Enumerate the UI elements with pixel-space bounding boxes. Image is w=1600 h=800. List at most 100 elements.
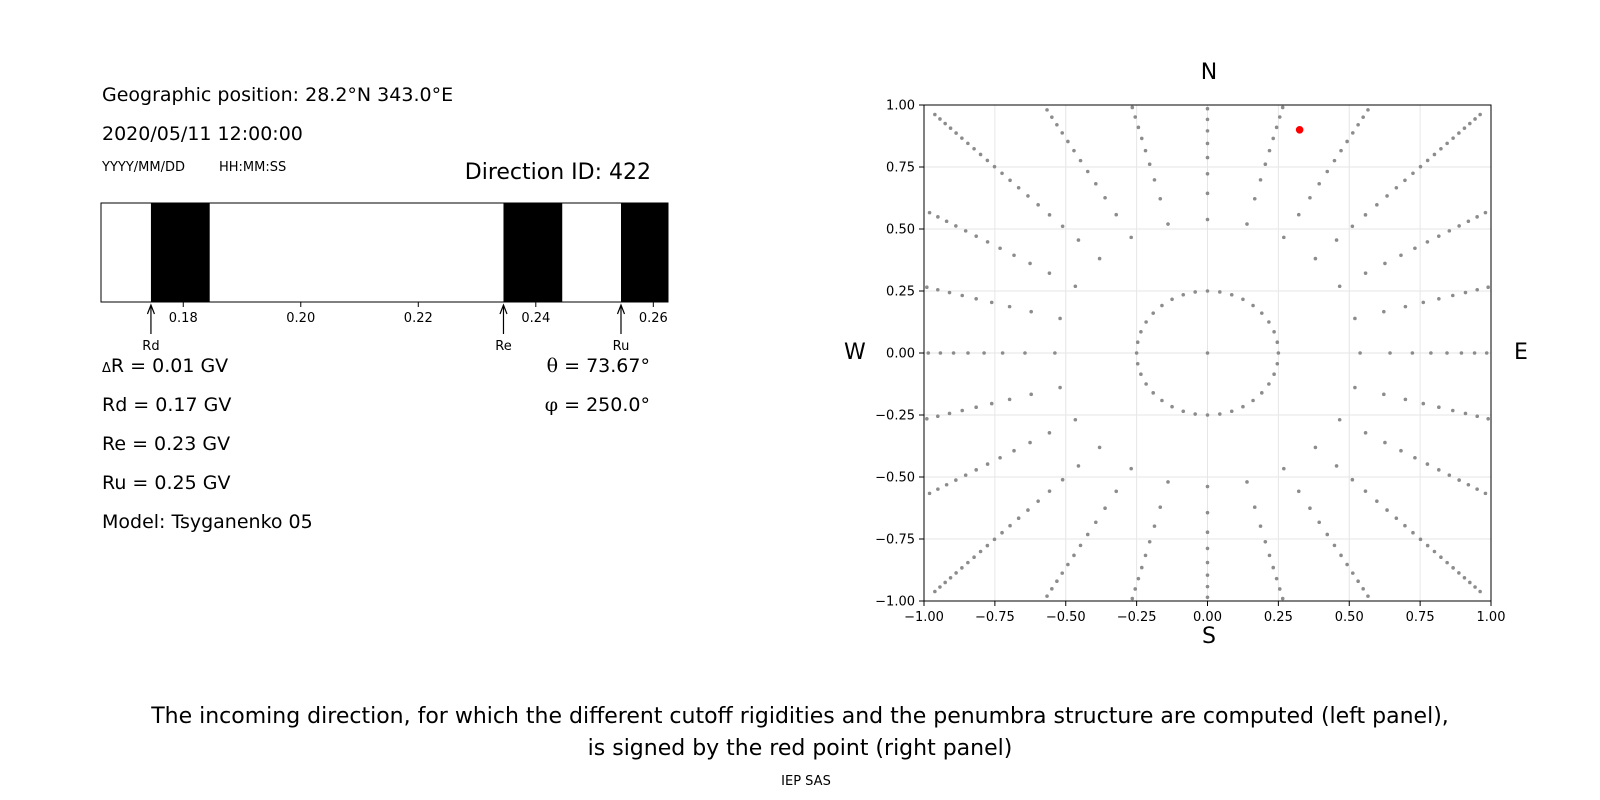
direction-dot [933, 589, 937, 594]
direction-dot [1339, 148, 1343, 153]
direction-dot [943, 121, 947, 126]
direction-dot [960, 408, 965, 413]
direction-dot [1241, 297, 1245, 302]
marker-label-rd: Rd [142, 339, 159, 354]
direction-dot [1133, 115, 1138, 119]
delta-r-value: ΔR = 0.01 GV [102, 355, 228, 377]
direction-dot [1272, 372, 1276, 377]
direction-dot [1166, 222, 1170, 226]
direction-dot [1350, 477, 1355, 482]
direction-dot [1139, 372, 1143, 377]
direction-dot [1403, 304, 1408, 309]
direction-dot [1399, 253, 1403, 258]
direction-dot [974, 405, 978, 410]
penumbra-bar: 0.18 0.20 0.22 0.24 0.26 Rd Re Ru [100, 202, 669, 354]
direction-dot [978, 549, 983, 554]
direction-dot [1483, 210, 1488, 215]
direction-dot [1143, 148, 1148, 153]
direction-dot [1275, 340, 1280, 345]
direction-dot [1114, 212, 1119, 217]
direction-dot [954, 571, 958, 575]
direction-dot [1229, 292, 1234, 297]
direction-dot [1181, 292, 1186, 297]
forbidden-band-1 [503, 203, 563, 302]
direction-dot [1135, 340, 1140, 345]
direction-dot [1267, 148, 1272, 153]
direction-dot [1012, 253, 1016, 258]
direction-dot [948, 126, 953, 131]
bar-tick-label: 0.24 [521, 311, 550, 326]
direction-dot [1447, 229, 1452, 233]
direction-dot [1447, 473, 1452, 477]
selected-direction-point [1295, 126, 1304, 134]
direction-dot [1475, 215, 1479, 219]
direction-dot [1103, 195, 1107, 200]
direction-dot [1337, 284, 1342, 289]
direction-dot [1457, 224, 1461, 228]
direction-dot [1353, 385, 1357, 390]
direction-dot [1345, 139, 1349, 144]
direction-dot [1050, 115, 1054, 119]
x-tick-label: 1.00 [1477, 610, 1506, 625]
direction-dot [1205, 595, 1210, 600]
direction-dot [972, 555, 976, 559]
direction-dot [1459, 351, 1464, 355]
direction-dot [943, 580, 947, 585]
y-tick-label: −0.50 [875, 471, 915, 486]
direction-dot [1451, 136, 1455, 140]
direction-dot [1439, 147, 1443, 151]
direction-dot [960, 136, 964, 140]
direction-dot [1296, 212, 1301, 217]
direction-dot [938, 117, 942, 121]
direction-dot [1450, 293, 1455, 298]
direction-dot [978, 152, 983, 157]
direction-dot [1076, 464, 1081, 468]
direction-dot [1205, 546, 1210, 551]
direction-dot [1421, 401, 1426, 406]
direction-dot [1486, 285, 1490, 290]
direction-dot [1047, 489, 1052, 493]
direction-dot [1144, 320, 1148, 324]
direction-dot [1388, 351, 1392, 355]
direction-dot [1129, 466, 1133, 471]
direction-dot [1361, 587, 1365, 591]
direction-dot [1245, 480, 1249, 484]
direction-dot [1036, 499, 1040, 503]
direction-dot [1000, 351, 1005, 355]
direction-dot [1267, 320, 1271, 324]
direction-dot [1170, 297, 1174, 302]
direction-dot [1026, 194, 1030, 198]
direction-dot [925, 285, 929, 290]
direction-dot [1313, 256, 1318, 261]
direction-dot [948, 575, 953, 580]
direction-dot [1193, 290, 1197, 294]
x-tick-label: −0.50 [1046, 610, 1086, 625]
direction-dot [1060, 571, 1065, 575]
direction-dot [1007, 304, 1012, 309]
direction-dot [989, 401, 994, 406]
direction-dot [963, 229, 968, 233]
direction-dot [1251, 303, 1255, 308]
direction-dot [960, 566, 964, 570]
direction-dot [1394, 185, 1399, 190]
direction-dot [1308, 506, 1312, 511]
direction-dot [1158, 505, 1163, 510]
direction-dot [1403, 523, 1407, 528]
direction-dot [972, 147, 976, 151]
direction-dot [1475, 487, 1479, 491]
direction-dot [1160, 398, 1164, 403]
direction-dot [1139, 136, 1144, 141]
direction-dot [1475, 287, 1480, 292]
direction-dot [1258, 524, 1263, 528]
delta-r-text: R = 0.01 GV [110, 355, 229, 377]
direction-dot [1276, 351, 1281, 355]
direction-dot [1361, 115, 1365, 119]
direction-dot [1366, 594, 1370, 598]
forbidden-band-2 [620, 203, 668, 302]
direction-dot [1259, 311, 1264, 315]
direction-dot [1437, 296, 1441, 301]
direction-dot [1350, 571, 1355, 575]
direction-dot [1274, 125, 1279, 130]
direction-dot [1410, 351, 1415, 355]
direction-dot [1436, 234, 1441, 238]
